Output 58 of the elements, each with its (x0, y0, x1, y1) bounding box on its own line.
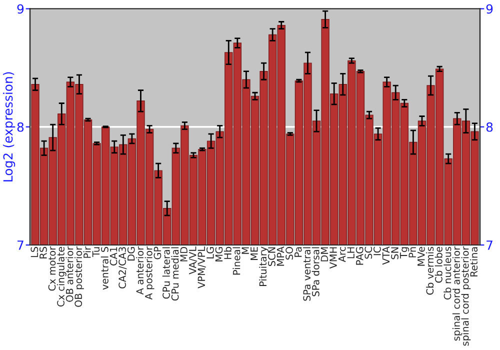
y-axis-title: Log2 (expression) (3, 72, 16, 182)
x-tick-label: CPu medial (171, 247, 179, 301)
x-tick-label: SC (364, 246, 372, 259)
x-tick-label: spinal cord anterior (452, 246, 462, 341)
x-tick-label: Cb nucleus (444, 246, 452, 300)
x-tick-label: VA/VL (189, 246, 198, 274)
x-tick-label: CA1 (110, 247, 118, 266)
x-tick-label: MD (180, 246, 188, 262)
x-tick-label: Arc (338, 246, 346, 262)
x-tick-label: SPa ventral (303, 247, 311, 301)
y2-tick-label: 7 (486, 240, 492, 250)
x-tick-label: PAG (356, 247, 364, 265)
x-tick-label: RS (40, 246, 47, 258)
x-tick-label: A posterior (144, 246, 154, 300)
x-tick-label: Pn (408, 247, 416, 258)
x-tick-label: Cx cingulate (56, 246, 66, 306)
x-tick-label: SN (391, 247, 398, 260)
y2-tick-label: 9 (486, 4, 493, 14)
x-tick-label: Pa (294, 247, 302, 257)
x-tick-label: Cx motor (48, 246, 56, 291)
x-tick-label: VTA (382, 246, 390, 265)
x-tick-label: DG (127, 247, 135, 260)
x-tick-label: OB anterior (66, 246, 74, 302)
x-tick-label: LG (206, 247, 214, 258)
y2-tick-label: 8 (486, 122, 493, 132)
x-tick-label: LS (30, 246, 38, 258)
x-tick-label: SO (286, 246, 293, 260)
x-tick-label: VPM/VPL (198, 246, 206, 288)
x-tick-label: LH (347, 247, 354, 258)
x-tick-label: MVe (418, 246, 425, 266)
x-tick-label: MG (215, 247, 223, 262)
x-tick-label: Pir (83, 246, 91, 258)
x-tick-label: IC (374, 246, 381, 256)
x-tick-label: Cb vermis (426, 246, 434, 295)
x-tick-label: M (242, 247, 249, 254)
x-tick-label: GP (154, 246, 162, 260)
x-tick-label: CPu lateral (162, 247, 170, 299)
x-tick-label: DM (320, 247, 328, 262)
x-tick-label: Retina (470, 247, 478, 276)
x-tick-label: SCN (268, 247, 276, 266)
x-tick-label: VMH (330, 247, 337, 269)
x-tick-label: Pineal (232, 247, 240, 275)
x-tick-label: A anterior (136, 246, 144, 295)
x-tick-label: ME (250, 247, 258, 260)
y-tick-label: 7 (18, 240, 24, 250)
x-tick-label: Tg (400, 247, 410, 259)
x-tick-label: ventral S (100, 246, 108, 290)
y-tick-label: 8 (17, 122, 24, 132)
x-tick-label: OB posterior (74, 246, 84, 307)
y-tick-label: 9 (17, 4, 24, 14)
x-tick-label: spinal cord posterior (461, 246, 471, 346)
x-tick-label: MPA (276, 246, 284, 266)
x-tick-label: Cb lobe (434, 246, 442, 283)
x-tick-label: CA2/CA3 (118, 247, 127, 288)
x-tick-label: Hb (224, 246, 232, 259)
x-tick-label: Tu (92, 247, 100, 258)
x-tick-label: SPa dorsal (312, 247, 320, 296)
x-tick-label: Pituitary (259, 246, 268, 286)
